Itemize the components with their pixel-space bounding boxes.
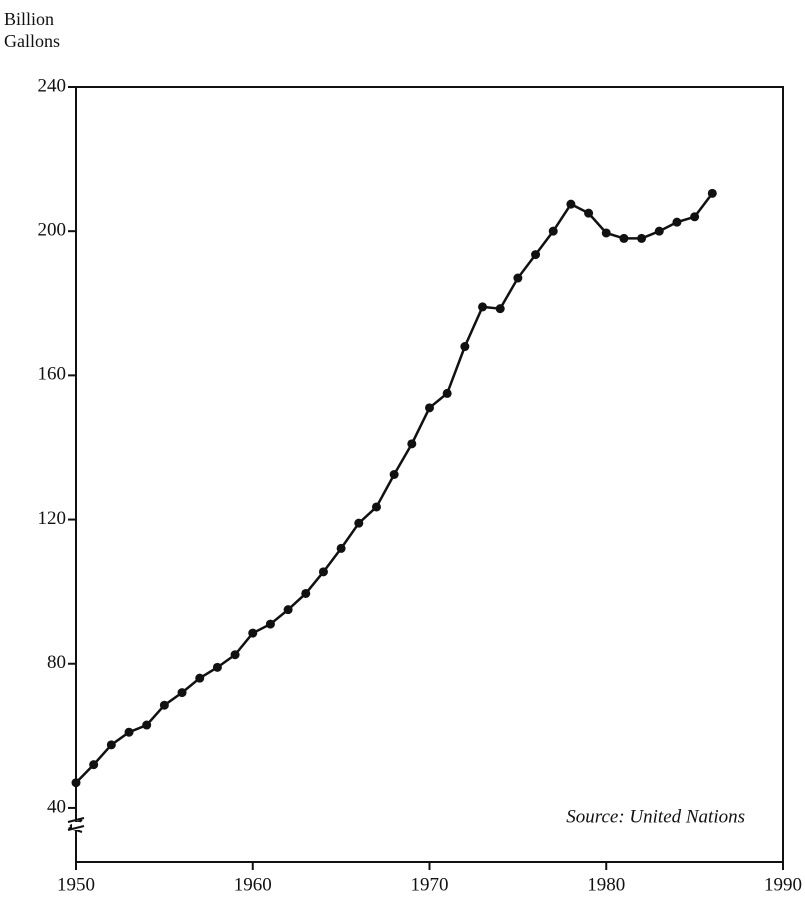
point	[407, 439, 417, 449]
x-tick-label: 1990	[764, 874, 802, 895]
point	[318, 567, 328, 577]
point	[513, 273, 523, 283]
point	[265, 619, 275, 629]
axis-break-marks	[67, 817, 85, 831]
point	[354, 518, 364, 528]
plot-frame	[75, 86, 784, 863]
point	[212, 662, 222, 672]
point	[177, 688, 187, 698]
point	[548, 226, 558, 236]
point	[248, 628, 258, 638]
point	[336, 543, 346, 553]
point	[637, 233, 647, 243]
point	[124, 727, 134, 737]
point	[690, 212, 700, 222]
axis-break-gap	[72, 822, 80, 830]
y-tick-label: 200	[38, 220, 67, 241]
point	[230, 650, 240, 660]
point	[442, 388, 452, 398]
point	[159, 700, 169, 710]
x-tick-label: 1960	[234, 874, 272, 895]
y-tick-label: 80	[47, 652, 66, 673]
point	[195, 673, 205, 683]
point	[89, 760, 99, 770]
point	[106, 740, 116, 750]
point	[71, 778, 81, 788]
point	[707, 188, 717, 198]
point	[478, 302, 488, 312]
x-tick-label: 1980	[587, 874, 625, 895]
point	[566, 199, 576, 209]
y-tick-label: 240	[38, 75, 67, 96]
point	[301, 588, 311, 598]
y-tick-label: 120	[38, 508, 67, 529]
y-tick-label: 40	[47, 796, 66, 817]
point	[142, 720, 152, 730]
line	[75, 192, 714, 784]
point	[495, 304, 505, 314]
point	[371, 502, 381, 512]
point	[460, 342, 470, 352]
x-tick-label: 1970	[411, 874, 449, 895]
point	[601, 228, 611, 238]
point	[654, 226, 664, 236]
point	[584, 208, 594, 218]
point	[531, 250, 541, 260]
point	[389, 470, 399, 479]
point	[619, 233, 629, 243]
y-tick-label: 160	[38, 364, 67, 385]
point	[425, 403, 434, 413]
annotation: Source: United Nations	[566, 806, 745, 827]
point	[283, 605, 293, 615]
point	[672, 217, 682, 227]
x-tick-label: 1950	[57, 874, 95, 895]
y-axis-label: Billion Gallons	[4, 9, 60, 51]
